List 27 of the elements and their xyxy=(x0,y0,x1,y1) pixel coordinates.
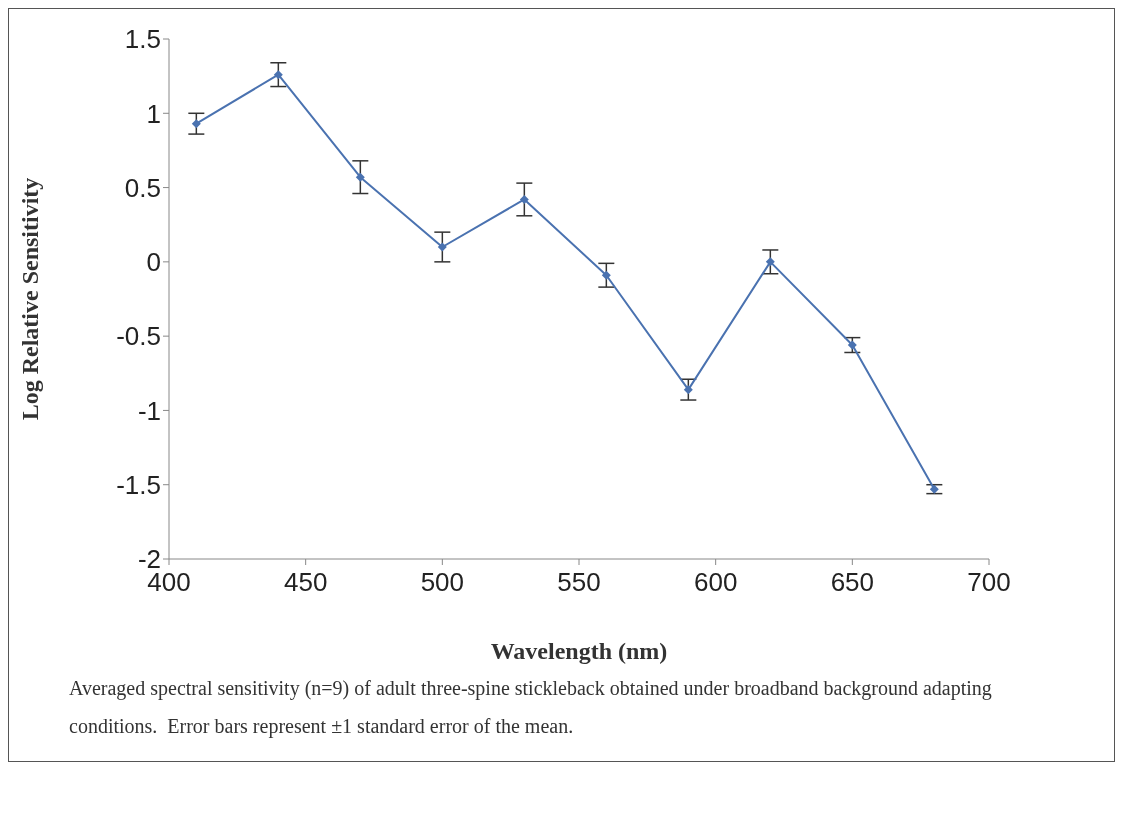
x-tick-label: 400 xyxy=(147,567,191,598)
point xyxy=(437,242,447,252)
x-tick-label: 600 xyxy=(693,567,738,598)
point xyxy=(765,257,775,267)
x-tick-label: 650 xyxy=(830,567,875,598)
x-tick-label: 450 xyxy=(283,567,328,598)
point xyxy=(683,385,693,395)
y-axis-title: Log Relative Sensitivity xyxy=(16,177,43,421)
y-tick-label: 1 xyxy=(146,98,161,129)
y-tick-label: -1 xyxy=(137,395,161,426)
y-tick-label: 1.5 xyxy=(124,24,161,55)
x-tick-label: 550 xyxy=(557,567,601,598)
y-tick-label: 0.5 xyxy=(124,172,161,203)
point xyxy=(273,70,283,80)
point xyxy=(929,484,939,494)
point xyxy=(191,119,201,129)
point xyxy=(601,270,611,280)
y-tick-label: -1.5 xyxy=(116,469,161,500)
x-tick-label: 500 xyxy=(420,567,465,598)
y-tick-label: 0 xyxy=(146,247,161,278)
point xyxy=(519,194,529,204)
x-tick-label: 700 xyxy=(967,567,1011,598)
point xyxy=(355,172,365,182)
point xyxy=(847,340,857,350)
text: Averaged spectral sensitivity (n=9) of adult three-spine stickleback obtained under broadband background adapting conditions. Error bars represent ±1 standard error of the mean. xyxy=(68,676,993,740)
x-axis-title: Wavelength (nm) xyxy=(490,638,668,664)
y-tick-label: -0.5 xyxy=(116,321,161,352)
